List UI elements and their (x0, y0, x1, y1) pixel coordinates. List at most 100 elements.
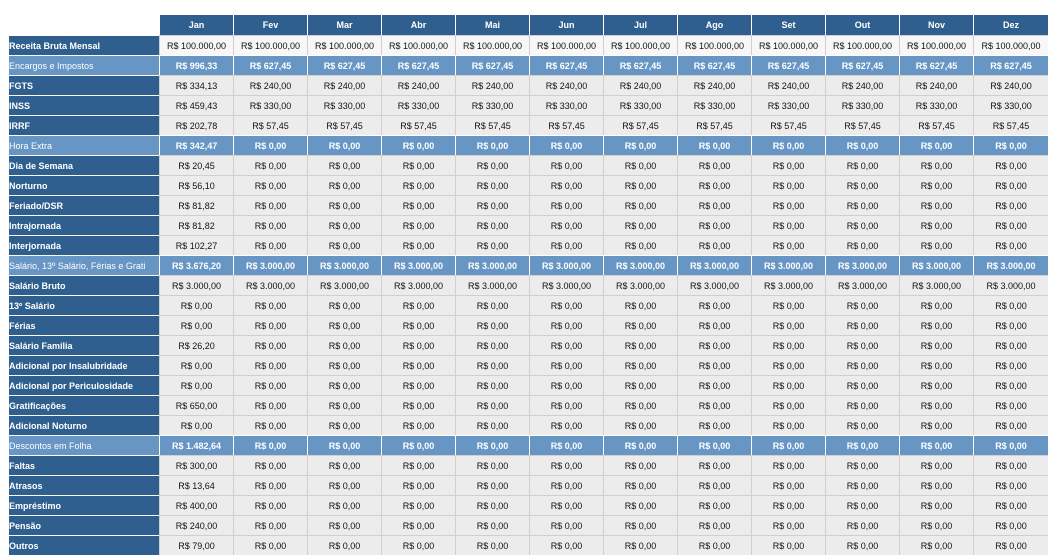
value-cell[interactable]: R$ 0,00 (307, 375, 381, 395)
row-label[interactable]: Dia de Semana (9, 155, 159, 175)
value-cell[interactable]: R$ 0,00 (899, 295, 973, 315)
value-cell[interactable]: R$ 330,00 (677, 95, 751, 115)
value-cell[interactable]: R$ 0,00 (381, 315, 455, 335)
value-cell[interactable]: R$ 3.000,00 (307, 255, 381, 275)
value-cell[interactable]: R$ 0,00 (455, 295, 529, 315)
value-cell[interactable]: R$ 0,00 (381, 395, 455, 415)
value-cell[interactable]: R$ 0,00 (381, 295, 455, 315)
row-label[interactable]: Adicional por Insalubridade (9, 355, 159, 375)
value-cell[interactable]: R$ 0,00 (899, 435, 973, 455)
row-label[interactable]: Intrajornada (9, 215, 159, 235)
value-cell[interactable]: R$ 0,00 (529, 235, 603, 255)
value-cell[interactable]: R$ 0,00 (233, 515, 307, 535)
value-cell[interactable]: R$ 0,00 (973, 355, 1048, 375)
value-cell[interactable]: R$ 0,00 (159, 295, 233, 315)
value-cell[interactable]: R$ 79,00 (159, 535, 233, 555)
value-cell[interactable]: R$ 0,00 (455, 375, 529, 395)
value-cell[interactable]: R$ 240,00 (751, 75, 825, 95)
value-cell[interactable]: R$ 57,45 (899, 115, 973, 135)
value-cell[interactable]: R$ 0,00 (603, 355, 677, 375)
value-cell[interactable]: R$ 0,00 (233, 135, 307, 155)
value-cell[interactable]: R$ 3.000,00 (973, 275, 1048, 295)
value-cell[interactable]: R$ 0,00 (899, 415, 973, 435)
value-cell[interactable]: R$ 0,00 (677, 455, 751, 475)
value-cell[interactable]: R$ 0,00 (159, 355, 233, 375)
value-cell[interactable]: R$ 0,00 (381, 355, 455, 375)
value-cell[interactable]: R$ 0,00 (529, 355, 603, 375)
row-label[interactable]: INSS (9, 95, 159, 115)
month-header-out[interactable]: Out (825, 15, 899, 35)
value-cell[interactable]: R$ 100.000,00 (381, 35, 455, 55)
value-cell[interactable]: R$ 0,00 (751, 495, 825, 515)
row-label[interactable]: Salário Bruto (9, 275, 159, 295)
value-cell[interactable]: R$ 240,00 (973, 75, 1048, 95)
value-cell[interactable]: R$ 0,00 (899, 155, 973, 175)
value-cell[interactable]: R$ 0,00 (529, 295, 603, 315)
value-cell[interactable]: R$ 0,00 (677, 135, 751, 155)
value-cell[interactable]: R$ 0,00 (455, 135, 529, 155)
month-header-set[interactable]: Set (751, 15, 825, 35)
value-cell[interactable]: R$ 0,00 (603, 415, 677, 435)
value-cell[interactable]: R$ 57,45 (825, 115, 899, 135)
value-cell[interactable]: R$ 3.000,00 (233, 275, 307, 295)
month-header-jun[interactable]: Jun (529, 15, 603, 35)
value-cell[interactable]: R$ 0,00 (751, 135, 825, 155)
value-cell[interactable]: R$ 0,00 (529, 135, 603, 155)
value-cell[interactable]: R$ 100.000,00 (529, 35, 603, 55)
row-label[interactable]: Atrasos (9, 475, 159, 495)
value-cell[interactable]: R$ 0,00 (973, 535, 1048, 555)
value-cell[interactable]: R$ 0,00 (381, 435, 455, 455)
value-cell[interactable]: R$ 100.000,00 (677, 35, 751, 55)
value-cell[interactable]: R$ 0,00 (751, 355, 825, 375)
value-cell[interactable]: R$ 0,00 (307, 535, 381, 555)
value-cell[interactable]: R$ 0,00 (455, 335, 529, 355)
value-cell[interactable]: R$ 3.000,00 (307, 275, 381, 295)
value-cell[interactable]: R$ 3.000,00 (455, 275, 529, 295)
value-cell[interactable]: R$ 0,00 (381, 215, 455, 235)
value-cell[interactable]: R$ 202,78 (159, 115, 233, 135)
value-cell[interactable]: R$ 334,13 (159, 75, 233, 95)
month-header-nov[interactable]: Nov (899, 15, 973, 35)
value-cell[interactable]: R$ 3.000,00 (603, 255, 677, 275)
value-cell[interactable]: R$ 0,00 (825, 455, 899, 475)
value-cell[interactable]: R$ 0,00 (529, 455, 603, 475)
value-cell[interactable]: R$ 3.000,00 (899, 275, 973, 295)
value-cell[interactable]: R$ 0,00 (455, 415, 529, 435)
row-label[interactable]: Férias (9, 315, 159, 335)
value-cell[interactable]: R$ 0,00 (751, 235, 825, 255)
value-cell[interactable]: R$ 57,45 (455, 115, 529, 135)
value-cell[interactable]: R$ 240,00 (455, 75, 529, 95)
value-cell[interactable]: R$ 0,00 (603, 495, 677, 515)
value-cell[interactable]: R$ 240,00 (307, 75, 381, 95)
value-cell[interactable]: R$ 0,00 (899, 175, 973, 195)
value-cell[interactable]: R$ 0,00 (973, 155, 1048, 175)
value-cell[interactable]: R$ 0,00 (973, 335, 1048, 355)
value-cell[interactable]: R$ 0,00 (233, 215, 307, 235)
value-cell[interactable]: R$ 0,00 (307, 135, 381, 155)
value-cell[interactable]: R$ 0,00 (751, 335, 825, 355)
value-cell[interactable]: R$ 0,00 (529, 535, 603, 555)
value-cell[interactable]: R$ 0,00 (233, 175, 307, 195)
value-cell[interactable]: R$ 0,00 (455, 235, 529, 255)
row-label[interactable]: Hora Extra (9, 135, 159, 155)
value-cell[interactable]: R$ 0,00 (307, 315, 381, 335)
value-cell[interactable]: R$ 0,00 (233, 475, 307, 495)
value-cell[interactable]: R$ 0,00 (381, 515, 455, 535)
value-cell[interactable]: R$ 0,00 (825, 395, 899, 415)
value-cell[interactable]: R$ 0,00 (455, 455, 529, 475)
value-cell[interactable]: R$ 0,00 (307, 395, 381, 415)
value-cell[interactable]: R$ 3.000,00 (529, 275, 603, 295)
value-cell[interactable]: R$ 0,00 (825, 235, 899, 255)
value-cell[interactable]: R$ 0,00 (973, 195, 1048, 215)
value-cell[interactable]: R$ 0,00 (381, 475, 455, 495)
value-cell[interactable]: R$ 0,00 (529, 375, 603, 395)
value-cell[interactable]: R$ 3.000,00 (751, 255, 825, 275)
value-cell[interactable]: R$ 330,00 (529, 95, 603, 115)
value-cell[interactable]: R$ 0,00 (233, 195, 307, 215)
value-cell[interactable]: R$ 0,00 (899, 335, 973, 355)
value-cell[interactable]: R$ 0,00 (455, 195, 529, 215)
value-cell[interactable]: R$ 0,00 (825, 495, 899, 515)
value-cell[interactable]: R$ 0,00 (825, 155, 899, 175)
value-cell[interactable]: R$ 0,00 (825, 435, 899, 455)
value-cell[interactable]: R$ 0,00 (233, 455, 307, 475)
